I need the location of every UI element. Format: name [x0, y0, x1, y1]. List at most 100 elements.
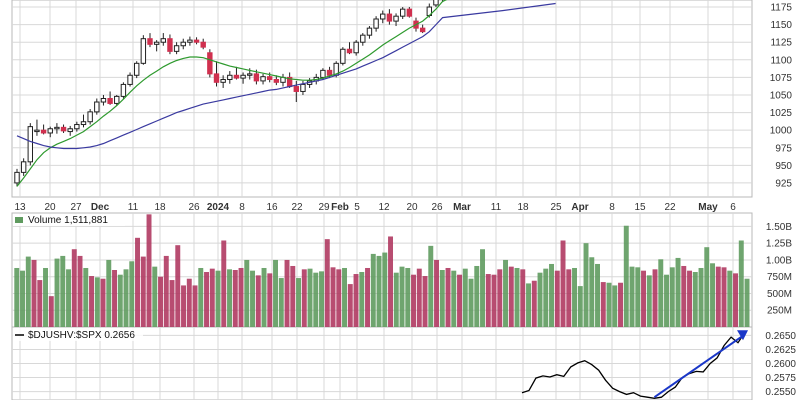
volume-bar [319, 271, 324, 327]
volume-bar [163, 255, 169, 327]
price-tick-label: 950 [775, 161, 792, 172]
candle-up [300, 83, 306, 92]
volume-bar [664, 274, 669, 327]
candle-up [14, 171, 20, 184]
volume-bar [635, 267, 641, 327]
volume-bar [284, 259, 290, 327]
volume-bar [330, 267, 336, 327]
candle-up [27, 126, 34, 163]
volume-bar [405, 267, 411, 327]
volume-bar [566, 269, 572, 327]
volume-bar [474, 265, 480, 327]
volume-bar [600, 282, 606, 327]
x-axis-label: 16 [266, 202, 278, 213]
volume-bar [255, 275, 261, 327]
ratio-title: $DJUSHV:$SPX 0.2656 [28, 330, 135, 341]
candle-up [80, 121, 87, 126]
volume-bar [658, 259, 664, 327]
candle-up [247, 73, 253, 76]
volume-bar [278, 278, 284, 327]
volume-bar [261, 267, 267, 327]
x-axis-label: 26 [431, 202, 443, 213]
volume-bar [301, 269, 307, 327]
volume-bar [411, 274, 416, 327]
candle-up [127, 74, 133, 85]
volume-bar [606, 282, 612, 327]
candle-down [326, 69, 333, 76]
x-axis-label: 13 [14, 202, 26, 213]
volume-bar [652, 269, 658, 327]
volume-bar [25, 256, 31, 327]
candle-down [40, 129, 47, 134]
volume-bar [117, 274, 123, 327]
x-axis-label: 8 [609, 202, 615, 213]
x-axis-label: 11 [128, 202, 139, 213]
candle-up [227, 74, 233, 81]
x-axis-label: May [698, 202, 718, 213]
x-axis-label: Dec [91, 202, 110, 213]
volume-bar [238, 267, 244, 327]
volume-bar [54, 258, 60, 327]
volume-bar [71, 249, 77, 327]
volume-bar [66, 269, 71, 327]
volume-bar [508, 266, 514, 327]
volume-bar [589, 257, 595, 327]
moving-average-short [16, 1, 444, 187]
volume-bar [324, 239, 330, 327]
volume-bar [641, 270, 646, 327]
x-axis-label: 18 [517, 202, 529, 213]
candle-up [187, 39, 193, 43]
moving-average-long [16, 2, 556, 150]
volume-bar [520, 269, 526, 327]
candle-up [380, 13, 386, 20]
price-tick-label: 1050 [770, 90, 793, 101]
price-tick-label: 1125 [770, 38, 792, 49]
volume-bar [451, 270, 457, 327]
volume-bar [618, 282, 623, 327]
volume-bar [572, 267, 577, 327]
ratio-label-bg [13, 328, 143, 341]
volume-bar [37, 280, 43, 327]
candle-up [153, 41, 160, 45]
candle-down [267, 76, 273, 81]
volume-bar [721, 267, 727, 327]
candle-up [47, 128, 53, 134]
price-tick-label: 975 [775, 143, 792, 154]
volume-bar [365, 267, 370, 327]
x-axis-label: 29 [318, 202, 330, 213]
volume-bar [468, 278, 474, 327]
volume-bar [428, 245, 434, 327]
volume-bar [290, 265, 296, 327]
volume-bar [336, 269, 342, 327]
x-axis-label: 27 [70, 202, 82, 213]
candle-up [240, 74, 246, 79]
candle-up [87, 111, 93, 123]
x-axis-label: 2024 [207, 202, 230, 213]
volume-bar [146, 214, 152, 327]
volume-bar [727, 270, 733, 327]
volume-bar [353, 274, 359, 327]
candle-up [360, 34, 366, 43]
candle-up [400, 8, 406, 17]
candle-up [134, 62, 140, 76]
volume-tick-label: 1.50B [766, 222, 792, 233]
x-axis-label: Mar [453, 202, 471, 213]
volume-bar [94, 277, 100, 327]
candle-up [393, 15, 399, 22]
candle-down [346, 48, 353, 54]
x-axis-label: Apr [571, 202, 588, 213]
candle-up [373, 18, 379, 29]
volume-bar [204, 272, 209, 327]
volume-bar [192, 285, 198, 327]
candle-up [433, 0, 439, 6]
volume-bar [388, 236, 393, 327]
volume-bar [60, 255, 66, 327]
volume-bar [169, 280, 175, 327]
volume-bar [129, 261, 135, 327]
volume-bar [675, 257, 681, 327]
volume-bar [646, 275, 652, 327]
volume-bar [106, 259, 112, 327]
volume-bar [583, 243, 589, 327]
x-axis-label: 22 [664, 202, 676, 213]
